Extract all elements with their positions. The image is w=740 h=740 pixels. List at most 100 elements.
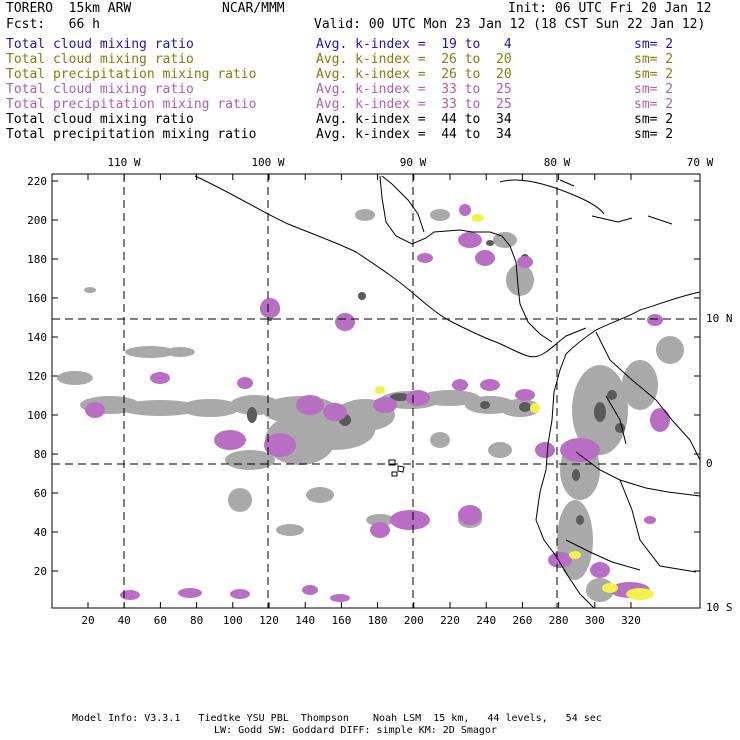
legend-field: Total cloud mixing ratio [6,52,194,67]
longitude-label: 100 W [251,156,284,169]
dense-cloud-area [519,402,531,412]
precipitation-area [459,204,471,216]
south-america-north-coast [565,291,701,355]
precipitation-area [644,516,656,524]
precipitation-area [373,397,397,413]
x-tick-label: 20 [81,614,94,627]
y-tick-label: 40 [34,526,47,539]
cloud-area [180,399,240,417]
precipitation-area [417,253,433,263]
precipitation-area [517,256,533,268]
legend-field: Total precipitation mixing ratio [6,97,257,112]
precipitation-area [302,585,318,595]
border [565,539,641,571]
y-tick-label: 120 [27,370,47,383]
cloud-area [557,500,593,580]
dense-cloud-area [390,393,410,401]
heavy-precipitation-area [569,551,581,559]
precipitation-area [260,298,280,318]
cloud-area [165,347,195,357]
precipitation-area [560,438,600,462]
cloud-fields [57,204,684,602]
cloud-area [84,287,96,293]
x-tick-label: 100 [223,614,243,627]
dense-cloud-area [572,469,580,481]
longitude-label: 70 W [687,156,714,169]
y-tick-label: 140 [27,331,47,344]
longitude-label: 90 W [400,156,427,169]
galapagos-islands [388,459,405,477]
legend-field: Total cloud mixing ratio [6,82,194,97]
cloud-area [622,360,658,410]
cloud-area [306,487,334,503]
cloud-area [430,432,450,448]
precipitation-area [323,403,347,421]
x-tick-label: 80 [190,614,203,627]
precipitation-area [590,562,610,578]
y-tick-label: 220 [27,175,47,188]
precipitation-area [458,232,482,248]
cloud-area [120,400,200,416]
legend-field: Total precipitation mixing ratio [6,127,257,142]
y-tick-label: 180 [27,253,47,266]
map-frame [51,173,701,609]
y-tick-label: 160 [27,292,47,305]
x-tick-label: 160 [331,614,351,627]
dense-cloud-area [247,407,257,423]
cloud-area [228,488,252,512]
latitude-label: 10 N [706,312,733,325]
x-tick-label: 180 [368,614,388,627]
island-coast [591,215,633,223]
precipitation-area [548,552,572,568]
precipitation-area [214,430,246,450]
legend-sm: sm= 2 [634,67,674,82]
x-tick-label: 60 [154,614,167,627]
y-tick-label: 80 [34,448,47,461]
precipitation-area [237,377,253,389]
cloud-area [420,390,480,406]
legend-field: Total cloud mixing ratio [6,112,194,127]
cloud-area [656,336,684,364]
forecast-hour: Fcst: 66 h [6,17,100,32]
x-tick-label: 240 [476,614,496,627]
coastlines [194,175,701,609]
x-tick-label: 200 [404,614,424,627]
border [575,451,701,497]
precipitation-area [85,402,105,418]
border [605,395,627,445]
heavy-precipitation-area [626,588,654,600]
x-tick-label: 120 [259,614,279,627]
x-tick-label: 260 [512,614,532,627]
precipitation-area [296,395,324,415]
legend-sm: sm= 2 [634,127,674,142]
init-time: Init: 06 UTC Fri 20 Jan 12 [508,1,712,16]
longitude-label: 80 W [544,156,571,169]
precipitation-area [264,433,296,457]
axis-ticks [52,174,700,608]
precipitation-area [480,379,500,391]
axis-tick-labels: 220 200 180 160 140 120 100 80 60 40 20 20 40 60 80 100… [27,156,732,627]
cloud-area [488,442,512,458]
x-tick-label: 320 [621,614,641,627]
cloud-area [430,209,450,221]
legend-range: Avg. k-index = 26 to 20 [316,52,512,67]
legend-range: Avg. k-index = 33 to 25 [316,82,512,97]
dense-cloud-area [607,390,617,400]
dense-cloud-area [486,240,494,246]
precipitation-area [458,505,482,525]
andes-border [595,331,701,461]
cuba-coast [499,179,605,215]
legend-range: Avg. k-index = 33 to 25 [316,97,512,112]
footer-physics: LW: Godd SW: Goddard DIFF: simple KM: 2D… [214,725,497,736]
y-tick-label: 20 [34,565,47,578]
precipitation-area [120,590,140,600]
cloud-area [276,524,304,536]
longitude-label: 110 W [107,156,140,169]
model-name: TORERO 15km ARW [6,1,132,16]
precipitation-area [370,522,390,538]
precipitation-area [406,390,430,406]
south-america-west-coast [535,353,595,609]
central-america-coast [194,175,587,358]
precipitation-area [515,389,535,401]
